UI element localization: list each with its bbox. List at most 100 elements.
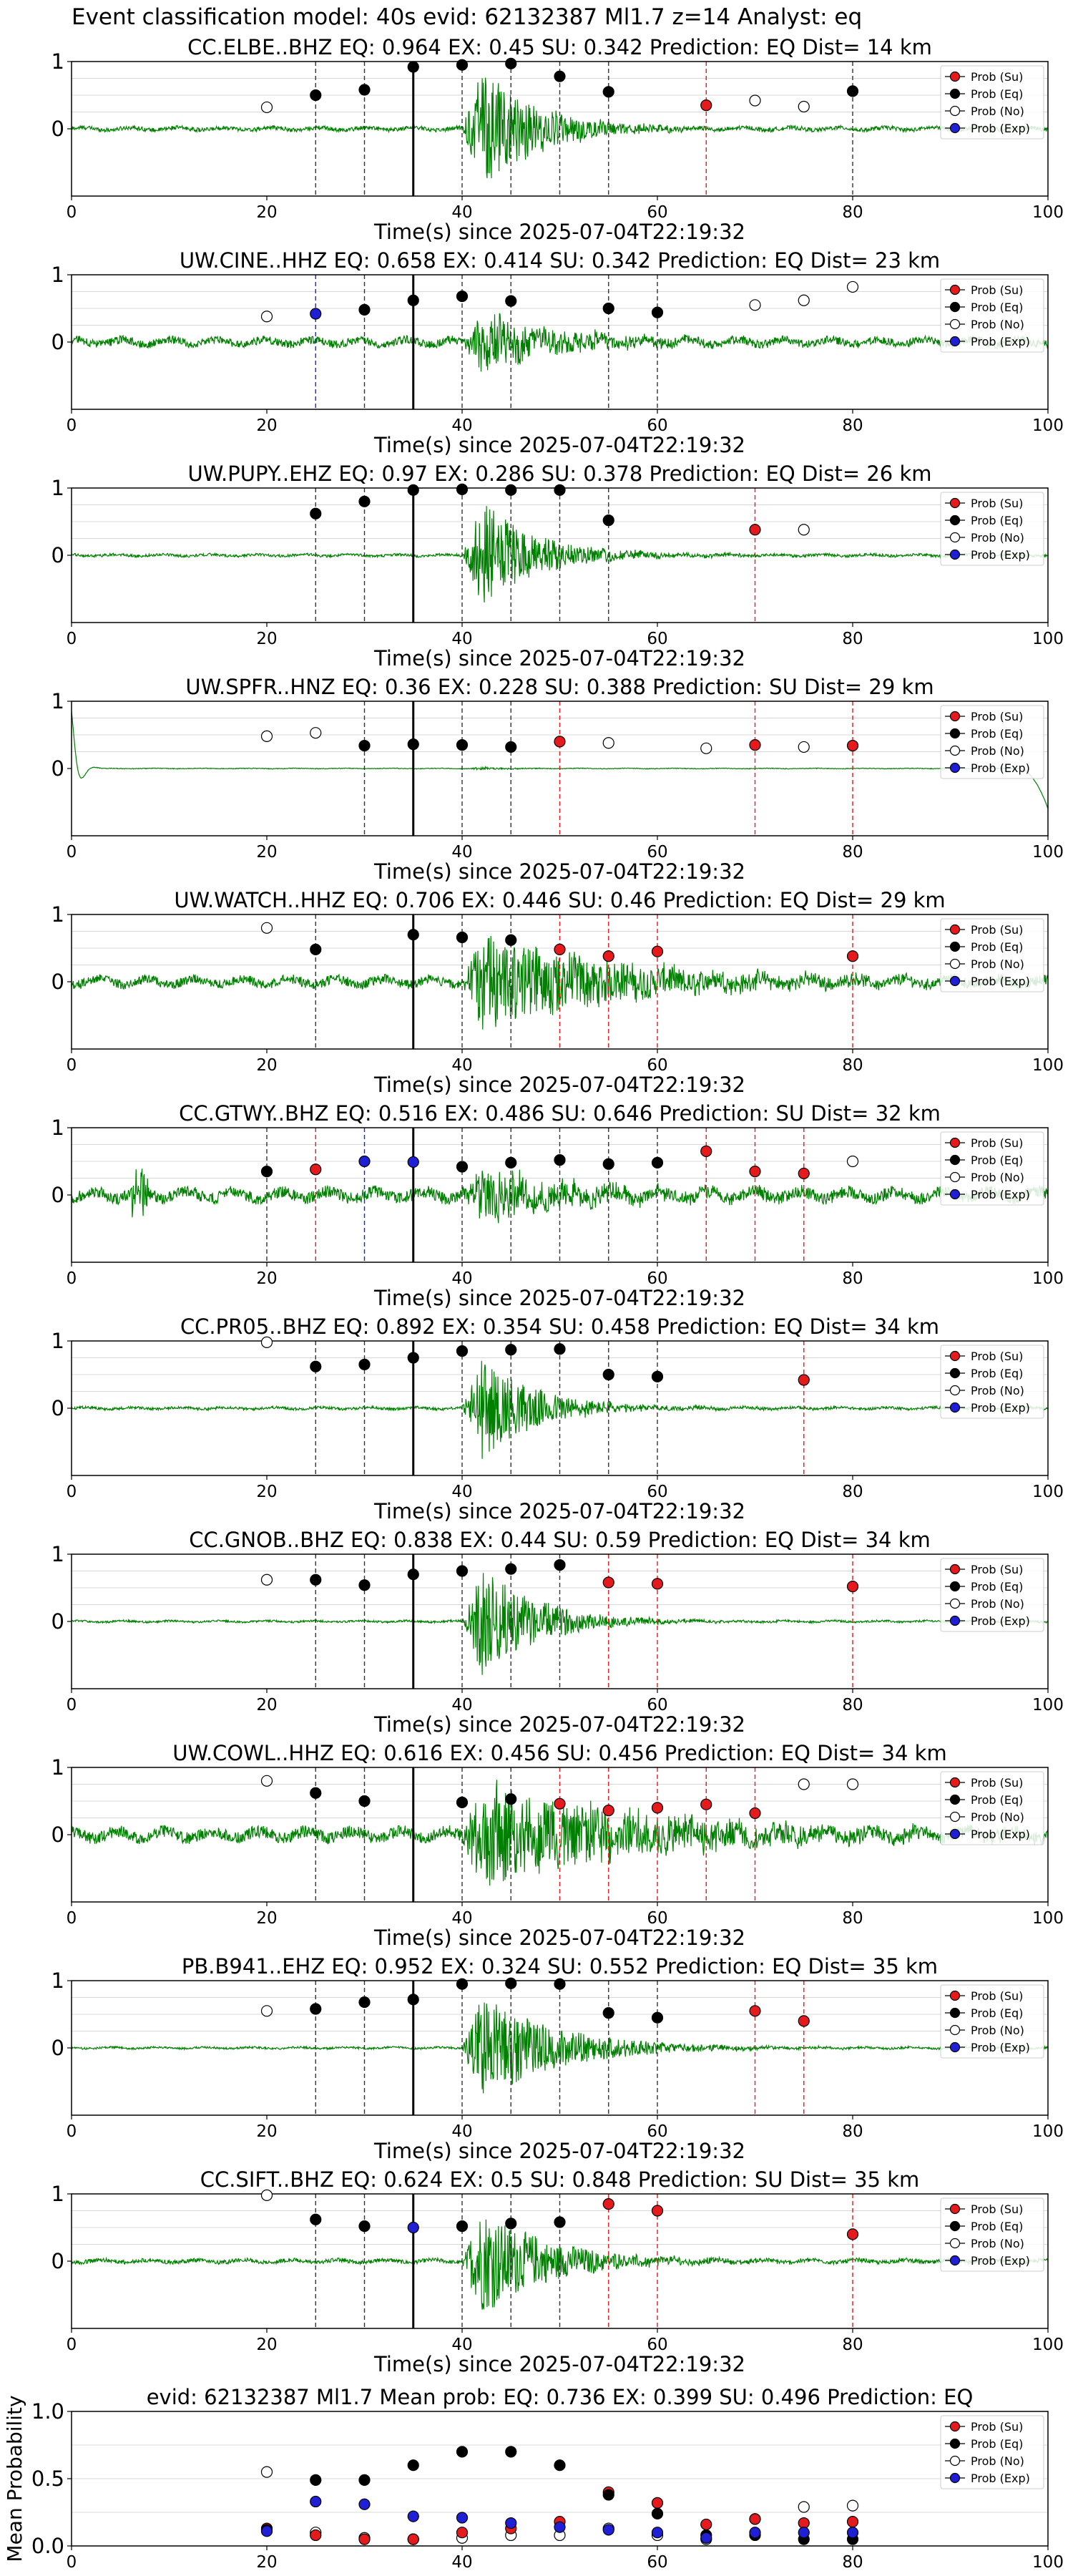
x-tick-label: 40 xyxy=(451,2336,472,2354)
x-axis-label: Time(s) since 2025-07-04T22:19:32 xyxy=(373,1926,745,1950)
prob-point-no xyxy=(310,727,322,739)
prob-point-eq xyxy=(407,929,419,941)
legend-marker xyxy=(949,2007,961,2019)
legend-marker xyxy=(949,1598,961,1609)
x-tick-label: 80 xyxy=(842,1269,863,1288)
legend-box xyxy=(940,918,1044,992)
prob-point-eq xyxy=(358,2220,371,2233)
prob-point-exp xyxy=(407,2221,419,2234)
prob-point-eq xyxy=(407,484,419,496)
y-tick-label: 0 xyxy=(52,1823,64,1847)
y-tick-label: 1 xyxy=(52,1116,64,1140)
x-axis-label: Time(s) since 2025-07-04T22:19:32 xyxy=(373,1073,745,1097)
prob-point-su xyxy=(602,1805,614,1817)
x-tick-label: 40 xyxy=(451,1056,472,1075)
legend-box xyxy=(940,705,1044,779)
prob-point-eq xyxy=(310,2003,322,2015)
y-tick-label: 0.0 xyxy=(31,2534,64,2558)
y-tick-label: 0 xyxy=(52,1396,64,1420)
prob-point-no xyxy=(260,1574,273,1586)
prob-point-exp xyxy=(505,2517,517,2529)
prob-point-eq xyxy=(358,1579,371,1591)
prob-point-no xyxy=(798,100,810,113)
prob-point-su xyxy=(749,738,761,751)
prob-point-su xyxy=(798,1374,810,1386)
prob-point-su xyxy=(846,950,859,962)
legend-marker xyxy=(949,549,961,560)
prob-point-eq xyxy=(456,1565,469,1577)
x-tick-label: 20 xyxy=(256,416,277,435)
y-tick-label: 0 xyxy=(52,2036,64,2060)
x-tick-label: 60 xyxy=(647,2553,667,2572)
x-axis-label: Time(s) since 2025-07-04T22:19:32 xyxy=(373,859,745,884)
x-tick-label: 60 xyxy=(647,1483,667,1501)
legend-box xyxy=(940,1558,1044,1632)
legend-marker xyxy=(949,1777,961,1788)
x-tick-label: 60 xyxy=(647,1909,667,1928)
x-axis-label: Time(s) since 2025-07-04T22:19:32 xyxy=(373,433,745,457)
legend-box xyxy=(940,65,1044,140)
prob-point-eq xyxy=(310,2213,322,2225)
legend-label: Prob (Eq) xyxy=(971,940,1023,954)
prob-point-su xyxy=(700,1798,712,1810)
x-tick-label: 100 xyxy=(1032,1056,1064,1075)
x-tick-label: 80 xyxy=(842,2553,863,2572)
panel-title: UW.CINE..HHZ EQ: 0.658 EX: 0.414 SU: 0.3… xyxy=(180,248,940,273)
figure-title: Event classification model: 40s evid: 62… xyxy=(72,4,863,30)
prob-point-eq xyxy=(456,931,469,944)
legend-marker xyxy=(949,336,961,347)
prob-point-eq xyxy=(407,61,419,73)
panel-title: UW.COWL..HHZ EQ: 0.616 EX: 0.456 SU: 0.4… xyxy=(172,1741,946,1765)
prob-point-exp xyxy=(310,308,322,320)
legend-marker xyxy=(949,1189,961,1200)
panel-8: CC.GNOB..BHZ EQ: 0.838 EX: 0.44 SU: 0.59… xyxy=(52,1528,1064,1737)
legend-marker xyxy=(949,2238,961,2249)
prob-point-eq xyxy=(505,1977,517,1989)
prob-point-eq xyxy=(554,1154,566,1166)
legend-box xyxy=(940,2197,1044,2272)
legend-label: Prob (No) xyxy=(971,1171,1024,1184)
legend-marker xyxy=(949,88,961,99)
prob-point-eq xyxy=(651,1370,664,1382)
prob-point-exp xyxy=(456,2512,469,2524)
prob-point-eq xyxy=(358,2474,371,2486)
x-axis-label: Time(s) since 2025-07-04T22:19:32 xyxy=(373,1499,745,1523)
legend-box xyxy=(940,2415,1044,2489)
prob-point-exp xyxy=(407,2510,419,2522)
y-tick-label: 0 xyxy=(52,1183,64,1207)
prob-point-eq xyxy=(651,306,664,318)
legend-label: Prob (No) xyxy=(971,2024,1024,2037)
prob-point-eq xyxy=(456,1978,469,1990)
prob-point-su xyxy=(554,1797,566,1810)
panel-title: evid: 62132387 Ml1.7 Mean prob: EQ: 0.73… xyxy=(147,2385,974,2409)
prob-point-no xyxy=(260,101,273,114)
x-tick-label: 40 xyxy=(451,1909,472,1928)
legend-marker xyxy=(949,1990,961,2001)
prob-point-no xyxy=(260,311,273,323)
x-tick-label: 40 xyxy=(451,1269,472,1288)
x-tick-label: 60 xyxy=(647,1269,667,1288)
legend-label: Prob (Su) xyxy=(971,497,1023,510)
x-tick-label: 100 xyxy=(1032,2336,1064,2354)
x-tick-label: 0 xyxy=(67,2122,77,2141)
prob-point-eq xyxy=(554,484,566,496)
legend-marker xyxy=(949,711,961,722)
x-axis-label: Time(s) since 2025-07-04T22:19:32 xyxy=(373,2139,745,2163)
legend-marker xyxy=(949,2024,961,2036)
prob-point-eq xyxy=(505,2446,517,2458)
prob-point-eq xyxy=(505,1563,517,1575)
legend-marker xyxy=(949,1137,961,1148)
x-tick-label: 60 xyxy=(647,1056,667,1075)
x-tick-label: 100 xyxy=(1032,1269,1064,1288)
prob-point-eq xyxy=(554,70,566,82)
x-axis-label: Time(s) since 2025-07-04T22:19:32 xyxy=(373,1712,745,1737)
prob-point-su xyxy=(700,2518,712,2531)
prob-point-eq xyxy=(358,739,371,752)
x-axis-label: Time(s) since 2025-07-04T22:19:32 xyxy=(373,1286,745,1310)
y-tick-label: 1 xyxy=(52,49,64,74)
legend-label: Prob (No) xyxy=(971,1384,1024,1397)
legend-marker xyxy=(949,1563,961,1575)
x-tick-label: 0 xyxy=(67,1269,77,1288)
prob-point-no xyxy=(846,2499,859,2512)
prob-point-eq xyxy=(456,483,469,495)
